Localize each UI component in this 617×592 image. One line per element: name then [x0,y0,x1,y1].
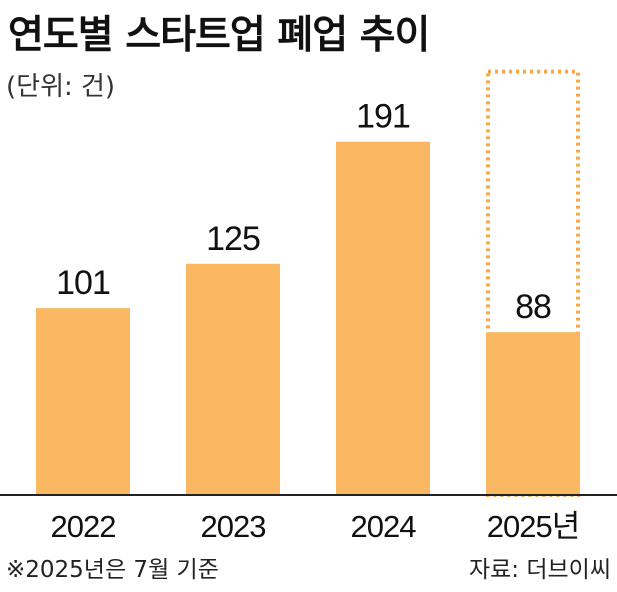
value-label: 101 [56,264,110,302]
x-tick-label: 2023 [201,509,266,544]
unit-label: (단위: 건) [6,72,116,102]
x-tick-label: 2025년 [487,509,579,544]
source-note: 자료: 더브이씨 [468,557,611,583]
value-label: 191 [356,98,410,136]
bar-2025년 [486,332,580,495]
chart-title: 연도별 스타트업 폐업 추이 [8,13,430,58]
value-label: 125 [206,220,260,258]
projection-outline [486,69,580,498]
x-tick-label: 2024 [351,509,417,544]
value-label: 88 [515,288,551,326]
bar-2022 [36,308,130,495]
x-tick-label: 2022 [51,509,116,544]
bar-2024 [336,141,430,495]
bar-2023 [186,263,280,495]
footnote: ※2025년은 7월 기준 [6,557,219,583]
